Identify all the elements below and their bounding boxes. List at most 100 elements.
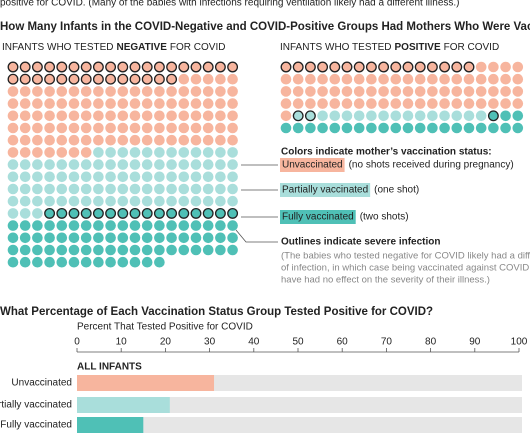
legend-note: (no shots received during pregnancy) xyxy=(349,160,514,171)
severe-dot xyxy=(56,61,68,73)
severe-dot xyxy=(105,61,117,73)
severe-dot xyxy=(190,61,202,73)
dot xyxy=(129,98,141,109)
dot xyxy=(427,73,438,85)
dot xyxy=(202,134,214,146)
dot xyxy=(105,134,116,146)
severe-dot xyxy=(317,61,329,73)
dot xyxy=(56,256,68,268)
dot xyxy=(463,110,475,122)
dot xyxy=(80,147,92,158)
dot xyxy=(463,86,475,97)
dot xyxy=(178,110,190,122)
dot xyxy=(19,171,31,183)
dot xyxy=(227,147,238,158)
severe-dot xyxy=(202,207,214,219)
dot xyxy=(280,122,292,134)
dot xyxy=(117,110,129,122)
panel-label: INFANTS WHO TESTED POSITIVE FOR COVID xyxy=(280,42,499,53)
dot xyxy=(215,183,226,195)
dot xyxy=(166,244,177,256)
severe-dot xyxy=(117,61,129,73)
severe-dot xyxy=(227,61,239,73)
legend-swatch xyxy=(280,158,345,172)
dot xyxy=(500,73,511,85)
dot xyxy=(68,171,80,183)
dot xyxy=(215,122,226,134)
severe-dot xyxy=(44,61,56,73)
severe-dot xyxy=(153,73,165,85)
dot xyxy=(105,171,116,183)
dot xyxy=(44,256,55,268)
dot xyxy=(488,86,499,97)
dot xyxy=(32,110,43,122)
severe-dot xyxy=(178,207,190,219)
severe-dot xyxy=(153,207,165,219)
dot xyxy=(475,73,487,85)
dot xyxy=(154,147,165,158)
legend-heading: Colors indicate mother’s vaccination sta… xyxy=(281,147,492,158)
dot xyxy=(105,86,116,97)
severe-dot xyxy=(92,61,104,73)
dot xyxy=(93,183,104,195)
dot xyxy=(93,147,104,158)
dot xyxy=(451,110,463,122)
dot xyxy=(117,98,129,109)
dot xyxy=(19,183,31,195)
dot xyxy=(129,147,141,158)
dot xyxy=(341,98,353,109)
panel-label-part: INFANTS WHO TESTED xyxy=(2,42,114,53)
dot xyxy=(93,171,104,183)
dot xyxy=(19,86,31,97)
dot xyxy=(451,86,463,97)
dot xyxy=(154,159,165,170)
dot xyxy=(105,244,116,256)
dot xyxy=(68,134,80,146)
dot xyxy=(32,244,43,256)
dot xyxy=(215,232,226,244)
dot xyxy=(292,122,304,134)
dot xyxy=(190,86,202,97)
x-tick-label: 10 xyxy=(116,337,128,348)
severe-dot xyxy=(202,61,214,73)
dot xyxy=(202,122,214,134)
dot xyxy=(129,232,141,244)
dot xyxy=(56,134,68,146)
severe-dot xyxy=(227,207,239,219)
dot xyxy=(117,183,129,195)
dot xyxy=(154,171,165,183)
dot xyxy=(341,86,353,97)
dot xyxy=(129,159,141,170)
dot xyxy=(190,134,202,146)
dot xyxy=(402,86,414,97)
dot xyxy=(19,159,31,170)
severe-dot xyxy=(292,110,304,122)
dot xyxy=(166,220,177,231)
severe-dot xyxy=(68,61,80,73)
dot xyxy=(141,232,153,244)
dot xyxy=(414,110,426,122)
dot xyxy=(80,98,92,109)
dot xyxy=(19,208,31,219)
dot xyxy=(154,244,165,256)
dot xyxy=(341,122,353,134)
panel-label: INFANTS WHO TESTED NEGATIVE FOR COVID xyxy=(2,42,225,53)
category-label: Unvaccinated xyxy=(11,378,72,389)
dot xyxy=(215,134,226,146)
dot xyxy=(178,122,190,134)
legend-swatch xyxy=(280,183,371,197)
dot xyxy=(512,98,524,109)
dot xyxy=(68,110,80,122)
dot xyxy=(317,122,328,134)
dot xyxy=(117,220,129,231)
x-tick-label: 80 xyxy=(425,337,437,348)
dot xyxy=(202,220,214,231)
severe-dot xyxy=(92,73,104,85)
dot xyxy=(19,98,31,109)
dot xyxy=(68,147,80,158)
severe-dot xyxy=(304,61,316,73)
dot xyxy=(178,98,190,109)
dot xyxy=(19,256,31,268)
dot xyxy=(366,73,377,85)
dot xyxy=(215,220,226,231)
